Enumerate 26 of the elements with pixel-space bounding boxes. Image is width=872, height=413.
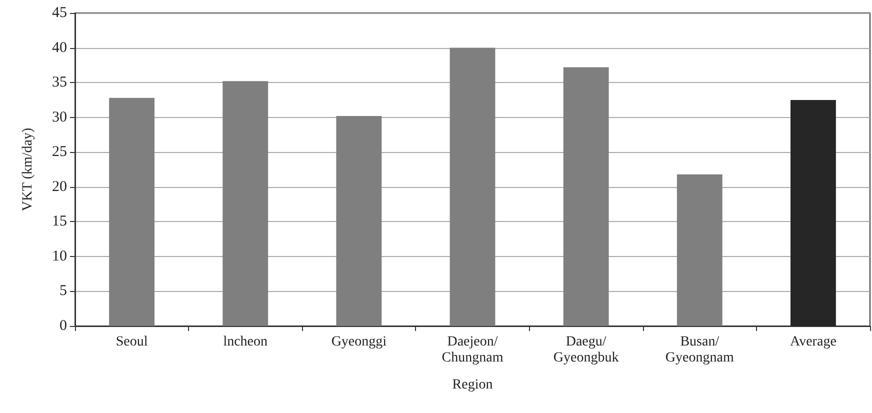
x-tick-label: Busan/ Gyeongnam xyxy=(665,334,734,366)
bar xyxy=(222,81,268,326)
y-tick-label: 15 xyxy=(52,214,67,230)
bar xyxy=(563,67,609,326)
x-tick-label: lncheon xyxy=(223,334,268,350)
x-tick-label: Average xyxy=(790,334,836,350)
y-tick-label: 5 xyxy=(60,283,67,300)
y-tick-label: 40 xyxy=(52,40,67,56)
x-tick-label: Daejeon/ Chungnam xyxy=(442,334,504,366)
y-axis-title: VKT (km/day) xyxy=(20,127,36,212)
bar xyxy=(336,116,382,326)
y-tick-label: 25 xyxy=(52,144,67,160)
bar xyxy=(450,48,496,326)
y-tick-label: 35 xyxy=(52,74,67,91)
x-axis-title: Region xyxy=(452,378,493,392)
x-tick-label: Seoul xyxy=(116,334,148,350)
y-tick-label: 30 xyxy=(52,109,67,126)
y-tick-label: 45 xyxy=(52,5,67,21)
bar xyxy=(790,100,836,326)
y-tick-label: 0 xyxy=(60,318,67,334)
y-tick-label: 20 xyxy=(52,178,67,195)
bar xyxy=(109,98,154,326)
x-tick-label: Daegu/ Gyeongbuk xyxy=(553,334,619,366)
bar xyxy=(676,174,722,326)
x-tick-label: Gyeonggi xyxy=(331,334,387,350)
y-tick-label: 10 xyxy=(52,248,67,264)
